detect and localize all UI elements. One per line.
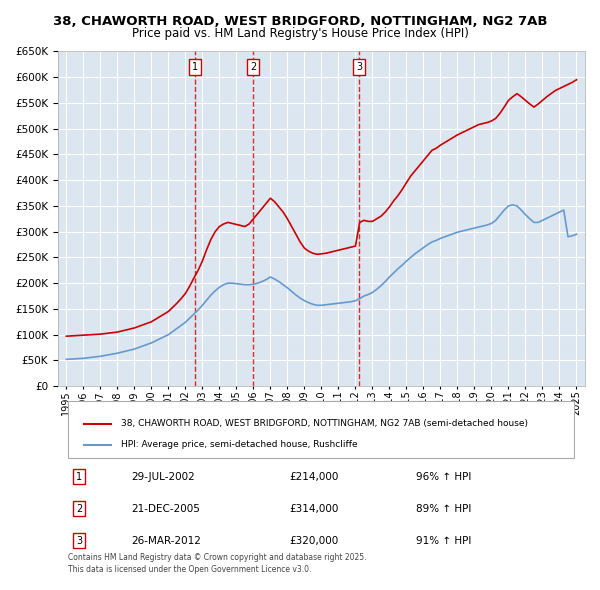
Text: 38, CHAWORTH ROAD, WEST BRIDGFORD, NOTTINGHAM, NG2 7AB (semi-detached house): 38, CHAWORTH ROAD, WEST BRIDGFORD, NOTTI… xyxy=(121,419,528,428)
Text: £314,000: £314,000 xyxy=(290,503,339,513)
FancyBboxPatch shape xyxy=(68,401,574,458)
Text: 1: 1 xyxy=(192,62,198,72)
Text: 3: 3 xyxy=(76,536,82,546)
Text: 89% ↑ HPI: 89% ↑ HPI xyxy=(416,503,472,513)
Text: £214,000: £214,000 xyxy=(290,471,339,481)
Text: £320,000: £320,000 xyxy=(290,536,339,546)
Text: 1: 1 xyxy=(76,471,82,481)
Text: 3: 3 xyxy=(356,62,362,72)
Text: 29-JUL-2002: 29-JUL-2002 xyxy=(131,471,196,481)
Text: Price paid vs. HM Land Registry's House Price Index (HPI): Price paid vs. HM Land Registry's House … xyxy=(131,27,469,40)
Text: 96% ↑ HPI: 96% ↑ HPI xyxy=(416,471,472,481)
Text: 2: 2 xyxy=(76,503,82,513)
Text: 38, CHAWORTH ROAD, WEST BRIDGFORD, NOTTINGHAM, NG2 7AB: 38, CHAWORTH ROAD, WEST BRIDGFORD, NOTTI… xyxy=(53,15,547,28)
Text: 2: 2 xyxy=(250,62,256,72)
Text: 91% ↑ HPI: 91% ↑ HPI xyxy=(416,536,472,546)
Text: 21-DEC-2005: 21-DEC-2005 xyxy=(131,503,200,513)
Text: 26-MAR-2012: 26-MAR-2012 xyxy=(131,536,202,546)
Text: Contains HM Land Registry data © Crown copyright and database right 2025.
This d: Contains HM Land Registry data © Crown c… xyxy=(68,553,367,573)
Text: HPI: Average price, semi-detached house, Rushcliffe: HPI: Average price, semi-detached house,… xyxy=(121,440,358,449)
